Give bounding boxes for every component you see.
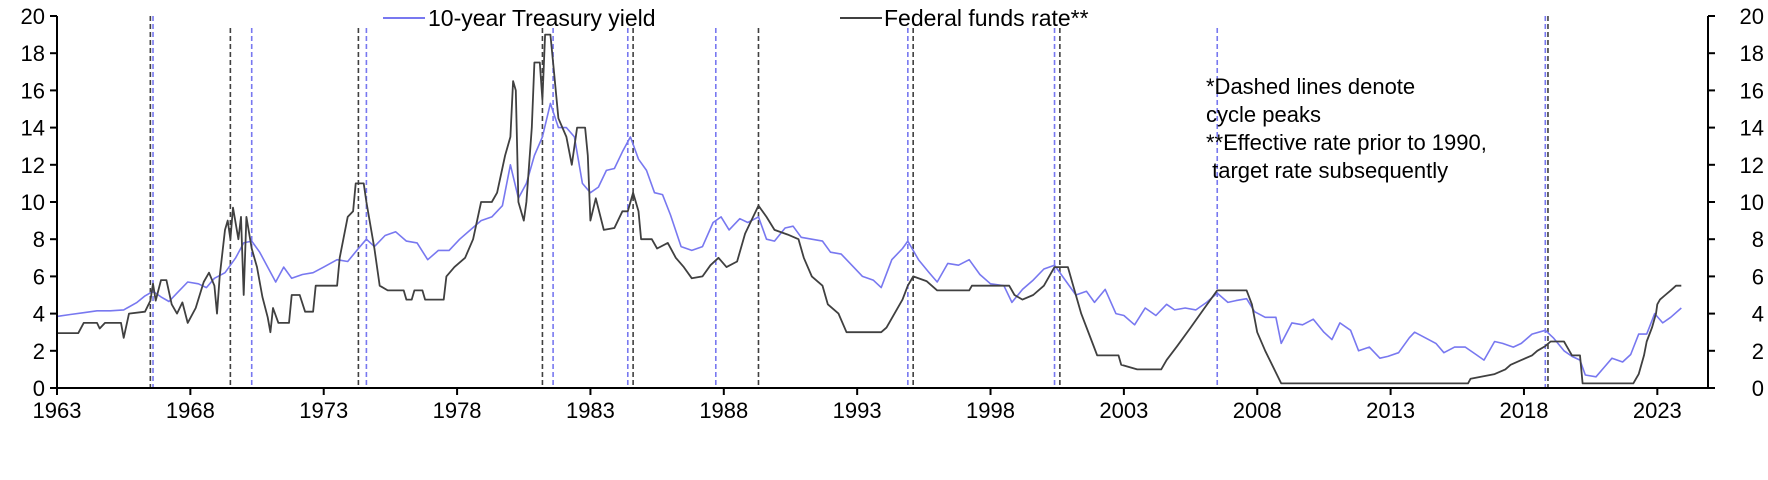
series-line-fedfunds — [57, 33, 1682, 385]
series-lines — [56, 33, 1682, 385]
y-tick-label-right: 16 — [1740, 78, 1764, 103]
x-tick-label: 1988 — [699, 398, 748, 423]
y-tick-label-right: 20 — [1740, 4, 1764, 29]
y-tick-label-left: 6 — [33, 264, 45, 289]
legend-item-fedfunds: Federal funds rate** — [840, 5, 1089, 31]
series-line-treasury — [56, 102, 1682, 378]
annotation-line-4: target rate subsequently — [1206, 158, 1448, 183]
annotation-line-1: *Dashed lines denote — [1206, 74, 1415, 99]
x-tick-label: 1978 — [433, 398, 482, 423]
y-tick-label-right: 10 — [1740, 190, 1764, 215]
y-tick-label-right: 4 — [1752, 302, 1764, 327]
y-tick-label-left: 18 — [21, 41, 45, 66]
y-tick-label-left: 0 — [33, 376, 45, 401]
y-tick-label-right: 6 — [1752, 264, 1764, 289]
annotation-line-2: cycle peaks — [1206, 102, 1321, 127]
x-tick-label: 2018 — [1499, 398, 1548, 423]
x-tick-label: 1993 — [833, 398, 882, 423]
tick-labels: 0 2 4 6 8 10 12 14 16 18 20 0 2 4 6 8 10 12 14 16 18 20 1963 19… — [21, 4, 1764, 423]
y-tick-label-left: 2 — [33, 339, 45, 364]
peak-lines — [149, 16, 1549, 388]
y-tick-label-left: 14 — [21, 116, 45, 141]
y-tick-label-right: 2 — [1752, 339, 1764, 364]
x-tick-label: 1963 — [33, 398, 82, 423]
y-tick-label-right: 12 — [1740, 153, 1764, 178]
y-tick-label-right: 18 — [1740, 41, 1764, 66]
axes — [50, 15, 1715, 395]
y-tick-label-right: 14 — [1740, 116, 1764, 141]
annotation: *Dashed lines denote cycle peaks **Effec… — [1206, 74, 1487, 183]
y-tick-label-left: 8 — [33, 227, 45, 252]
legend-label-fedfunds: Federal funds rate** — [884, 5, 1089, 31]
annotation-line-3: **Effective rate prior to 1990, — [1206, 130, 1487, 155]
legend: 10-year Treasury yield Federal funds rat… — [383, 5, 1089, 31]
x-tick-label: 2023 — [1633, 398, 1682, 423]
y-tick-label-right: 8 — [1752, 227, 1764, 252]
legend-label-treasury: 10-year Treasury yield — [428, 5, 656, 31]
x-tick-label: 2008 — [1233, 398, 1282, 423]
y-tick-label-left: 4 — [33, 302, 45, 327]
legend-item-treasury: 10-year Treasury yield — [383, 5, 656, 31]
x-tick-label: 1968 — [166, 398, 215, 423]
y-tick-label-left: 20 — [21, 4, 45, 29]
y-tick-label-left: 10 — [21, 190, 45, 215]
y-tick-label-right: 0 — [1752, 376, 1764, 401]
y-tick-label-left: 16 — [21, 78, 45, 103]
y-tick-label-left: 12 — [21, 153, 45, 178]
x-tick-label: 2003 — [1099, 398, 1148, 423]
x-tick-label: 1998 — [966, 398, 1015, 423]
x-tick-label: 1973 — [299, 398, 348, 423]
x-tick-label: 1983 — [566, 398, 615, 423]
x-tick-label: 2013 — [1366, 398, 1415, 423]
